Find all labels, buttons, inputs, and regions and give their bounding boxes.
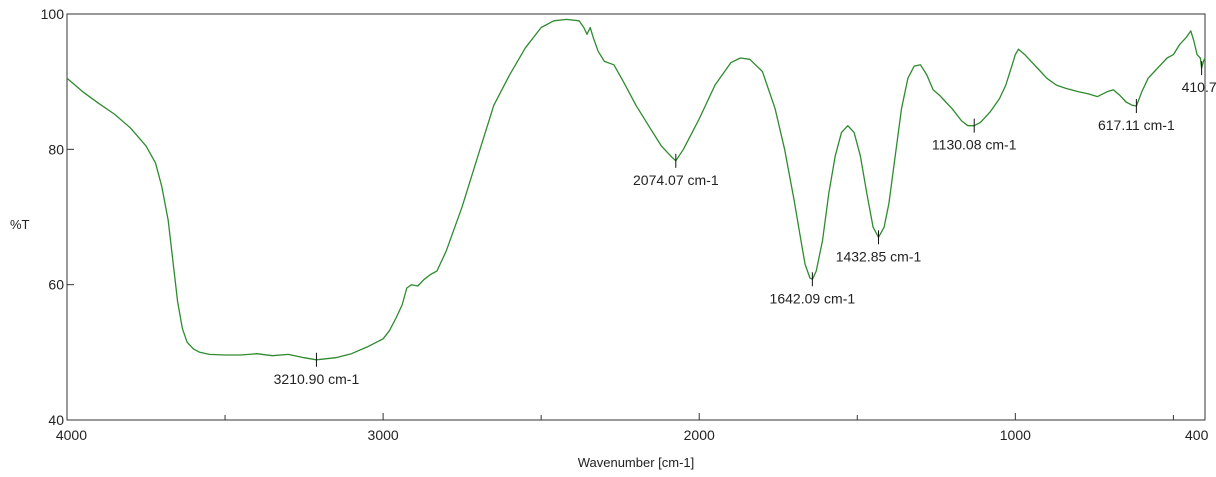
series-layer — [66, 18, 1206, 361]
x-axis-label: Wavenumber [cm-1] — [578, 455, 695, 470]
x-tick-label: 1000 — [1000, 427, 1031, 443]
y-tick-label: 60 — [48, 277, 64, 293]
peak-label: 1130.08 cm-1 — [932, 137, 1017, 153]
y-axis-label: %T — [10, 217, 30, 232]
peak-annotation: 3210.90 cm-1 — [274, 352, 360, 387]
peak-annotation: 1642.09 cm-1 — [770, 272, 856, 306]
peak-label: 2074.07 cm-1 — [633, 172, 719, 188]
x-tick-label: 400 — [1185, 427, 1209, 443]
peak-label: 410.76 cm-1 — [1182, 79, 1216, 95]
x-tick-label: 3000 — [368, 427, 399, 443]
plot-frame — [66, 13, 1206, 421]
x-tick-label: 4000 — [56, 427, 87, 443]
peak-label: 3210.90 cm-1 — [274, 371, 360, 387]
peak-annotation: 1130.08 cm-1 — [932, 118, 1017, 153]
peak-label: 617.11 cm-1 — [1098, 117, 1175, 133]
y-tick-label: 80 — [48, 141, 64, 157]
peak-annotation: 617.11 cm-1 — [1098, 99, 1175, 133]
peak-annotations: 3210.90 cm-1 2074.07 cm-1 1642.09 cm-1 1432… — [274, 61, 1216, 387]
peak-annotation: 410.76 cm-1 — [1182, 61, 1216, 95]
y-axis-ticks: 100 80 60 40 — [41, 6, 74, 428]
y-tick-label: 40 — [48, 412, 64, 428]
x-tick-label: 2000 — [684, 427, 715, 443]
peak-annotation: 2074.07 cm-1 — [633, 153, 719, 188]
peak-label: 1432.85 cm-1 — [836, 248, 922, 264]
peak-annotation: 1432.85 cm-1 — [836, 230, 922, 264]
y-tick-label: 100 — [41, 6, 65, 22]
spectrum-line — [66, 18, 1206, 361]
peak-label: 1642.09 cm-1 — [770, 290, 856, 306]
x-axis-ticks: 4000 3000 2000 1000 400 — [56, 413, 1209, 443]
